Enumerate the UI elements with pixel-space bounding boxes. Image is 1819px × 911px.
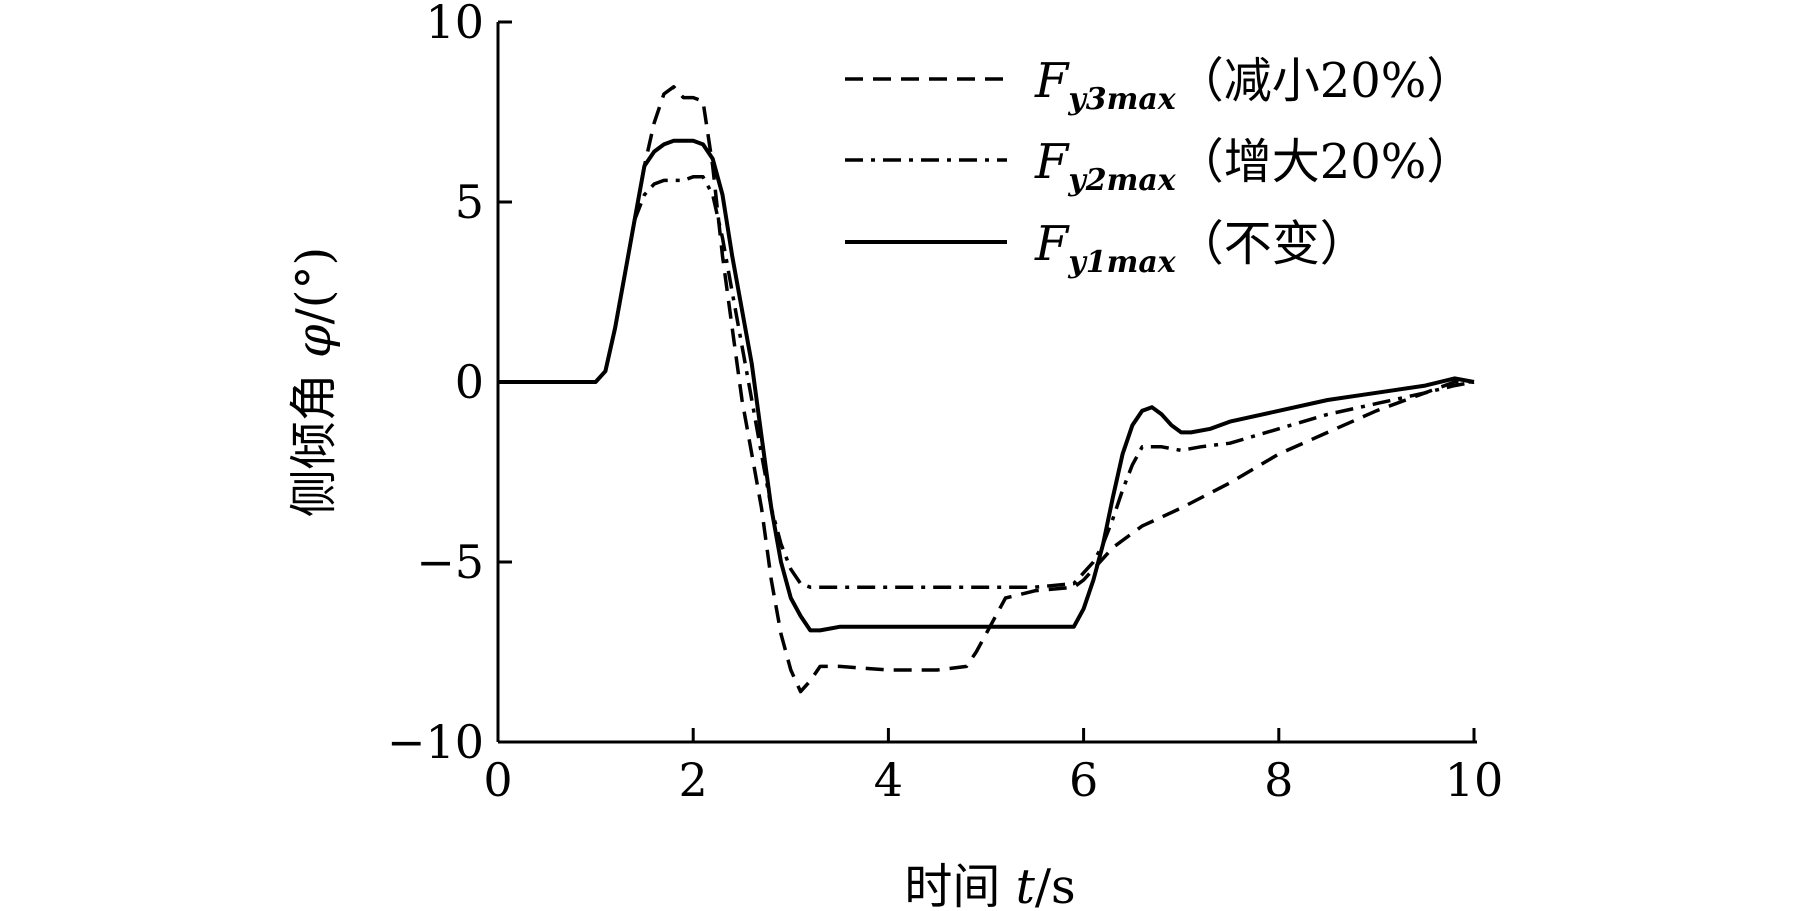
legend-sub-fy3max: y3max xyxy=(1067,82,1176,117)
legend-main-fy2max: F xyxy=(1034,134,1070,190)
legend-label-fy1max: Fy1max（不变） xyxy=(1034,216,1368,280)
legend-main-fy3max: F xyxy=(1034,53,1070,109)
legend-note-fy1max: （不变） xyxy=(1176,216,1368,272)
legend-sub-fy2max: y2max xyxy=(1067,163,1176,198)
series-layer xyxy=(498,85,1475,694)
legend-item-fy2max: Fy2max（增大20%） xyxy=(845,134,1474,198)
y-tick-label: 10 xyxy=(425,0,484,49)
legend-note-fy3max: （减小20%） xyxy=(1176,53,1475,109)
y-axis-label-var: φ xyxy=(286,324,342,358)
axes-layer xyxy=(496,22,1477,744)
legend-item-fy3max: Fy3max（减小20%） xyxy=(845,53,1474,117)
x-tick-label: 8 xyxy=(1264,753,1293,807)
y-axis-label-prefix: 侧倾角 xyxy=(286,358,342,517)
legend-sub-fy1max: y1max xyxy=(1067,245,1176,280)
x-tick-label: 0 xyxy=(483,753,512,807)
x-tick-label: 2 xyxy=(679,753,708,807)
series-line-fy2max xyxy=(498,175,1475,589)
x-axis-label: 时间 t/s xyxy=(904,859,1075,911)
series-line-fy3max xyxy=(498,85,1474,694)
legend-label-fy2max: Fy2max（增大20%） xyxy=(1034,134,1474,198)
x-tick-label: 10 xyxy=(1445,753,1504,807)
y-axis-label-unit: /(°) xyxy=(286,247,342,325)
legend-label-fy3max: Fy3max（减小20%） xyxy=(1034,53,1474,117)
legend: Fy3max（减小20%） Fy2max（增大20%） Fy1max（不变） xyxy=(845,53,1474,280)
x-tick-label: 4 xyxy=(874,753,903,807)
y-tick-label: 0 xyxy=(455,355,484,409)
x-tick-label: 6 xyxy=(1069,753,1098,807)
legend-main-fy1max: F xyxy=(1034,216,1070,272)
y-axis-label: 侧倾角 φ/(°) xyxy=(286,247,342,518)
y-tick-label: 5 xyxy=(455,175,484,229)
x-axis-label-var: t xyxy=(1016,859,1036,911)
legend-item-fy1max: Fy1max（不变） xyxy=(845,216,1368,280)
legend-note-fy2max: （增大20%） xyxy=(1176,134,1475,190)
y-tick-label: −5 xyxy=(416,535,484,589)
y-tick-label: −10 xyxy=(387,715,484,769)
series-line-fy1max xyxy=(498,138,1475,633)
x-axis-label-prefix: 时间 xyxy=(904,859,1015,911)
x-axis-label-unit: /s xyxy=(1035,859,1076,911)
